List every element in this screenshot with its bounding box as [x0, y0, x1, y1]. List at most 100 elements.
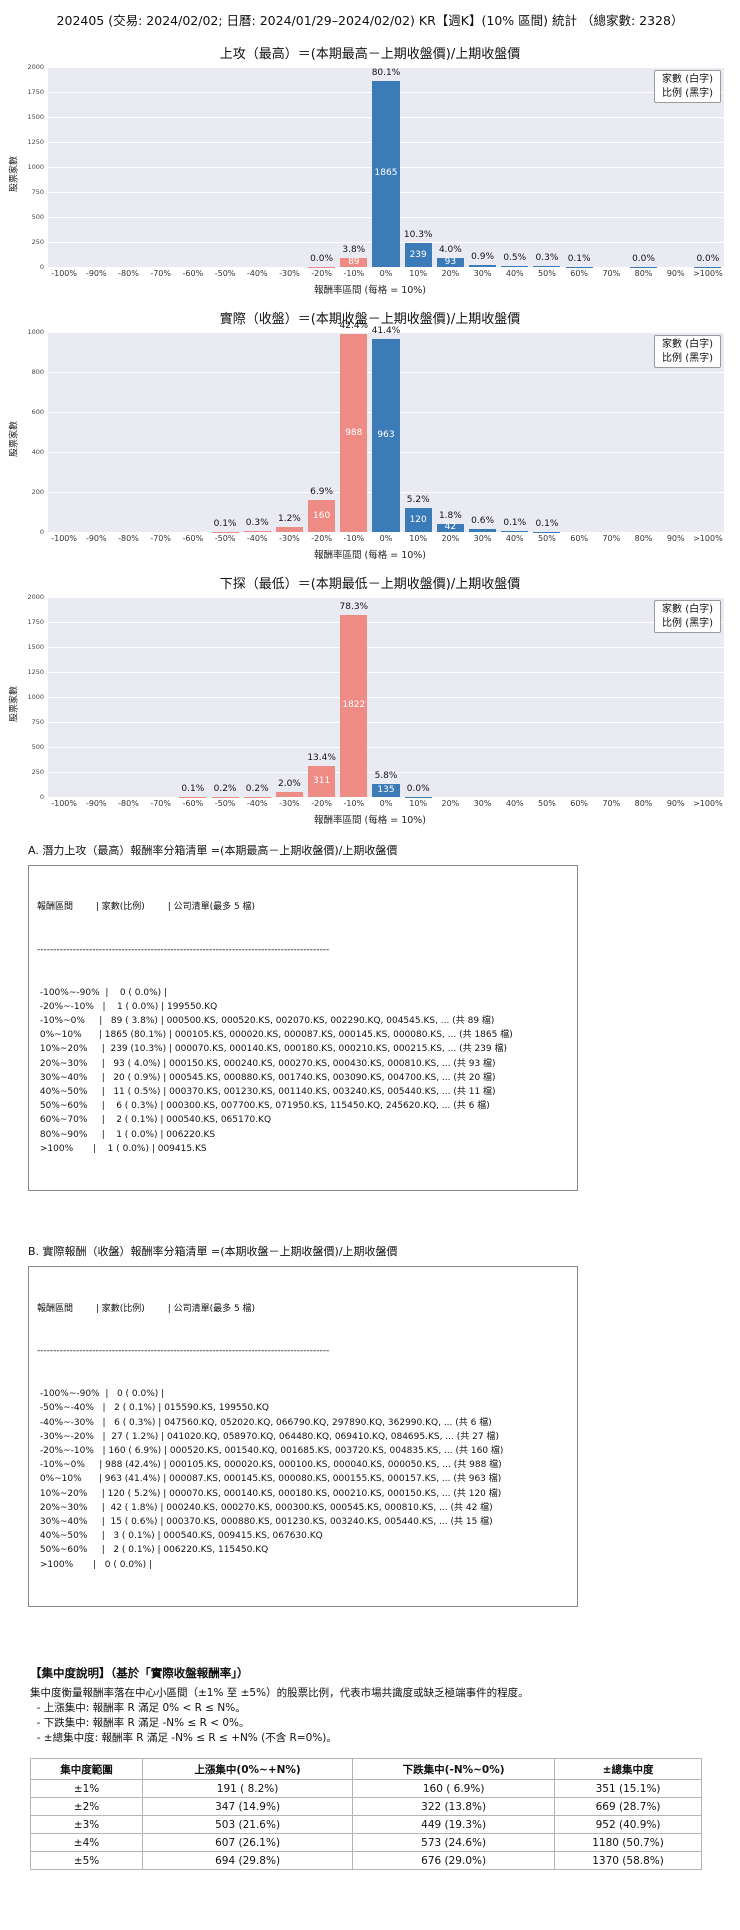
y-tick-label: 750	[32, 718, 44, 726]
table-cell: 1180 (50.7%)	[555, 1834, 702, 1852]
table-header-cell: 上漲集中(0%~+N%)	[143, 1759, 353, 1780]
y-tick-label: 500	[32, 743, 44, 751]
x-tick-label: >100%	[693, 269, 723, 278]
table-cell: ±5%	[31, 1852, 143, 1870]
x-tick-label: 70%	[602, 799, 620, 808]
list-row: 10%~20% | 239 (10.3%) | 000070.KS, 00014…	[37, 1042, 569, 1056]
table-cell: 191 ( 8.2%)	[143, 1780, 353, 1798]
list-row: 集中度衡量報酬率落在中心小區間（±1% 至 ±5%）的股票比例，代表市場共識度或…	[30, 1686, 740, 1701]
concentration-section: 【集中度說明】（基於「實際收盤報酬率」） 集中度衡量報酬率落在中心小區間（±1%…	[30, 1665, 740, 1870]
bar-count-label: 135	[377, 786, 394, 795]
bar	[276, 527, 303, 532]
chart-legend: 家數 (白字) 比例 (黑字)	[654, 70, 721, 103]
chart-actual-block: 實際（收盤）＝(本期收盤－上期收盤價)/上期收盤價 股票家數 家數 (白字) 比…	[0, 308, 740, 561]
x-tick-label: 10%	[409, 534, 427, 543]
bar	[501, 266, 528, 267]
list-a-rows: -100%~-90% | 0 ( 0.0%) | -20%~-10% | 1 (…	[37, 986, 569, 1156]
y-axis-label-text: 股票家數	[7, 686, 20, 722]
x-tick-label: 0%	[380, 534, 393, 543]
x-tick-label: -80%	[118, 799, 139, 808]
bar-percent-label: 0.1%	[214, 519, 237, 529]
list-row: -30%~-20% | 27 ( 1.2%) | 041020.KQ, 0589…	[37, 1430, 569, 1444]
y-tick-label: 250	[32, 238, 44, 246]
bar: 988	[340, 334, 367, 532]
gridline	[48, 597, 724, 598]
page-title: 202405 (交易: 2024/02/02; 日曆: 2024/01/29–2…	[0, 10, 740, 29]
bar-percent-label: 2.0%	[278, 779, 301, 789]
legend-percent-line: 比例 (黑字)	[662, 352, 713, 366]
x-axis-ticks: -100%-90%-80%-70%-60%-50%-40%-30%-20%-10…	[48, 797, 724, 811]
x-tick-label: -40%	[247, 799, 268, 808]
bar-percent-label: 0.2%	[246, 784, 269, 794]
x-tick-label: -40%	[247, 269, 268, 278]
bar-count-label: 93	[445, 258, 456, 267]
bar	[501, 531, 528, 532]
x-axis-ticks: -100%-90%-80%-70%-60%-50%-40%-30%-20%-10…	[48, 532, 724, 546]
y-tick-label: 0	[40, 263, 44, 271]
x-tick-label: 20%	[441, 799, 459, 808]
table-cell: 322 (13.8%)	[353, 1798, 555, 1816]
bar-count-label: 120	[410, 516, 427, 525]
x-tick-label: 30%	[474, 534, 492, 543]
x-tick-label: 0%	[380, 799, 393, 808]
x-tick-label: -40%	[247, 534, 268, 543]
x-axis-label: 報酬率區間 (每格 = 10%)	[0, 547, 740, 561]
y-axis-label: 股票家數	[6, 332, 20, 546]
list-row: -10%~0% | 89 ( 3.8%) | 000500.KS, 000520…	[37, 1014, 569, 1028]
x-tick-label: -90%	[86, 799, 107, 808]
bar: 135	[372, 784, 399, 798]
bar-count-label: 239	[410, 251, 427, 260]
y-tick-label: 1000	[27, 328, 44, 336]
bar	[244, 531, 271, 532]
legend-percent-line: 比例 (黑字)	[662, 617, 713, 631]
list-a-box: 報酬區間 | 家數(比例) | 公司清單(最多 5 檔) -----------…	[28, 865, 578, 1191]
list-row: 10%~20% | 120 ( 5.2%) | 000070.KS, 00014…	[37, 1487, 569, 1501]
bar: 1865	[372, 81, 399, 268]
bar: 963	[372, 339, 399, 532]
table-row: ±3%503 (21.6%)449 (19.3%)952 (40.9%)	[31, 1816, 702, 1834]
x-tick-label: 30%	[474, 269, 492, 278]
y-tick-label: 1000	[27, 693, 44, 701]
y-tick-label: 800	[32, 368, 44, 376]
x-tick-label: -100%	[51, 799, 77, 808]
list-b-title: B. 實際報酬（收盤）報酬率分箱清單 =(本期收盤－上期收盤價)/上期收盤價	[28, 1243, 740, 1259]
table-row: ±4%607 (26.1%)573 (24.6%)1180 (50.7%)	[31, 1834, 702, 1852]
x-tick-label: -100%	[51, 534, 77, 543]
y-tick-label: 400	[32, 448, 44, 456]
x-tick-label: -30%	[279, 534, 300, 543]
list-row: 50%~60% | 2 ( 0.1%) | 006220.KS, 115450.…	[37, 1543, 569, 1557]
table-row: ±5%694 (29.8%)676 (29.0%)1370 (58.8%)	[31, 1852, 702, 1870]
x-tick-label: 80%	[635, 534, 653, 543]
table-row: ±1%191 ( 8.2%)160 ( 6.9%)351 (15.1%)	[31, 1780, 702, 1798]
bar-percent-label: 0.1%	[503, 518, 526, 528]
y-tick-label: 500	[32, 213, 44, 221]
bar: 93	[437, 258, 464, 267]
x-tick-label: 90%	[667, 269, 685, 278]
concentration-description: 集中度衡量報酬率落在中心小區間（±1% 至 ±5%）的股票比例，代表市場共識度或…	[30, 1686, 740, 1746]
x-axis-label: 報酬率區間 (每格 = 10%)	[0, 282, 740, 296]
bar: 42	[437, 524, 464, 532]
bar-percent-label: 0.1%	[181, 784, 204, 794]
list-row: 80%~90% | 1 ( 0.0%) | 006220.KS	[37, 1128, 569, 1142]
list-row: 0%~10% | 1865 (80.1%) | 000105.KS, 00002…	[37, 1028, 569, 1042]
x-tick-label: -60%	[183, 534, 204, 543]
list-divider: ----------------------------------------…	[37, 1344, 569, 1358]
x-tick-label: 70%	[602, 534, 620, 543]
x-tick-label: 50%	[538, 269, 556, 278]
x-tick-label: 60%	[570, 534, 588, 543]
bar-count-label: 160	[313, 512, 330, 521]
list-a-section: A. 潛力上攻（最高）報酬率分箱清單 =(本期最高－上期收盤價)/上期收盤價 報…	[28, 842, 740, 1191]
x-tick-label: 30%	[474, 799, 492, 808]
legend-count-line: 家數 (白字)	[662, 73, 713, 87]
x-tick-label: 20%	[441, 534, 459, 543]
bar-percent-label: 1.8%	[439, 511, 462, 521]
x-tick-label: -10%	[343, 269, 364, 278]
x-tick-label: 80%	[635, 799, 653, 808]
bar-percent-label: 0.1%	[568, 254, 591, 264]
x-tick-label: -90%	[86, 534, 107, 543]
